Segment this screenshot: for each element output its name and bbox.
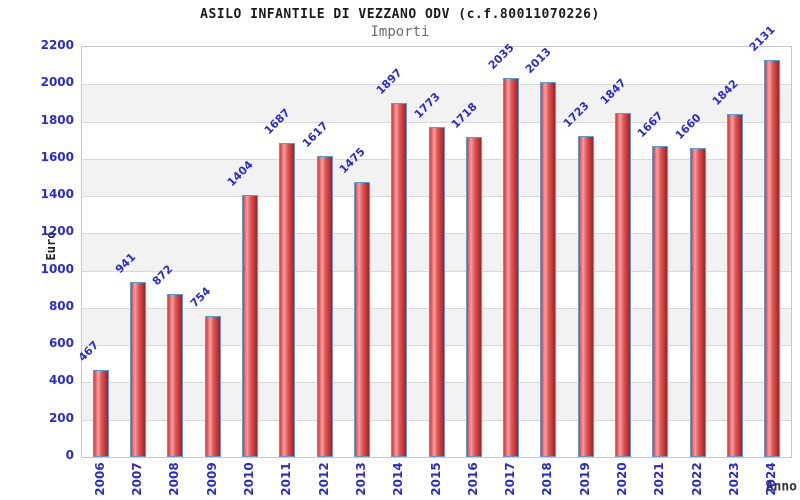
y-tick-label: 400 xyxy=(48,373,74,388)
bar-2009 xyxy=(204,316,221,457)
bar-2021 xyxy=(652,146,669,457)
bar-2016 xyxy=(465,136,482,457)
x-tick-label: 2007 xyxy=(129,462,144,496)
x-tick-label: 2024 xyxy=(764,462,779,496)
bar-2023 xyxy=(727,113,744,457)
grid-band xyxy=(82,84,791,122)
bar-2018 xyxy=(540,81,557,457)
chart-subtitle: Importi xyxy=(370,24,430,40)
y-tick-label: 1600 xyxy=(40,149,74,164)
y-tick-label: 0 xyxy=(65,448,74,462)
x-axis-title: Anno xyxy=(765,479,797,495)
bar-2015 xyxy=(428,126,445,457)
y-tick-label: 2200 xyxy=(40,38,74,52)
x-tick-label: 2021 xyxy=(652,462,667,496)
x-tick-label: 2018 xyxy=(540,462,555,496)
bar-2008 xyxy=(167,294,184,457)
bar-2017 xyxy=(503,77,520,457)
chart-title: ASILO INFANTILE DI VEZZANO ODV (c.f.8001… xyxy=(200,7,600,22)
x-tick-label: 2009 xyxy=(204,462,219,496)
y-tick-label: 1000 xyxy=(40,261,74,276)
y-tick-label: 600 xyxy=(48,336,74,351)
bar-2020 xyxy=(615,112,632,457)
bar-2024 xyxy=(764,59,781,457)
x-tick-label: 2008 xyxy=(167,462,182,496)
bar-2006 xyxy=(92,369,109,457)
x-tick-label: 2022 xyxy=(689,462,704,496)
grid-band xyxy=(82,47,791,85)
x-tick-label: 2017 xyxy=(503,462,518,496)
y-tick-label: 2000 xyxy=(40,75,74,90)
x-tick-label: 2016 xyxy=(465,462,480,496)
x-tick-label: 2015 xyxy=(428,462,443,496)
gridline xyxy=(82,121,791,123)
bar-2022 xyxy=(689,147,706,457)
bar-2014 xyxy=(391,103,408,457)
x-tick-label: 2013 xyxy=(353,462,368,496)
y-tick-label: 1400 xyxy=(40,187,74,202)
x-tick-label: 2023 xyxy=(727,462,742,496)
x-tick-label: 2010 xyxy=(241,462,256,496)
y-tick-label: 200 xyxy=(48,410,74,425)
bar-2012 xyxy=(316,155,333,457)
bar-2013 xyxy=(353,182,370,457)
x-tick-label: 2019 xyxy=(577,462,592,496)
bar-2019 xyxy=(577,135,594,457)
bar-2011 xyxy=(279,142,296,457)
bar-2007 xyxy=(129,281,146,457)
y-tick-label: 1800 xyxy=(40,112,74,127)
x-tick-label: 2006 xyxy=(92,462,107,496)
x-tick-label: 2020 xyxy=(615,462,630,496)
gridline xyxy=(82,84,791,86)
x-tick-label: 2012 xyxy=(316,462,331,496)
bar-2010 xyxy=(241,195,258,457)
x-tick-label: 2011 xyxy=(279,462,294,496)
y-tick-label: 800 xyxy=(48,298,74,313)
y-tick-label: 1200 xyxy=(40,224,74,239)
x-tick-label: 2014 xyxy=(391,462,406,496)
plot-area: 467 941 872 754 1404 1687 1617 1475 1897 1773 1718… xyxy=(75,23,792,458)
